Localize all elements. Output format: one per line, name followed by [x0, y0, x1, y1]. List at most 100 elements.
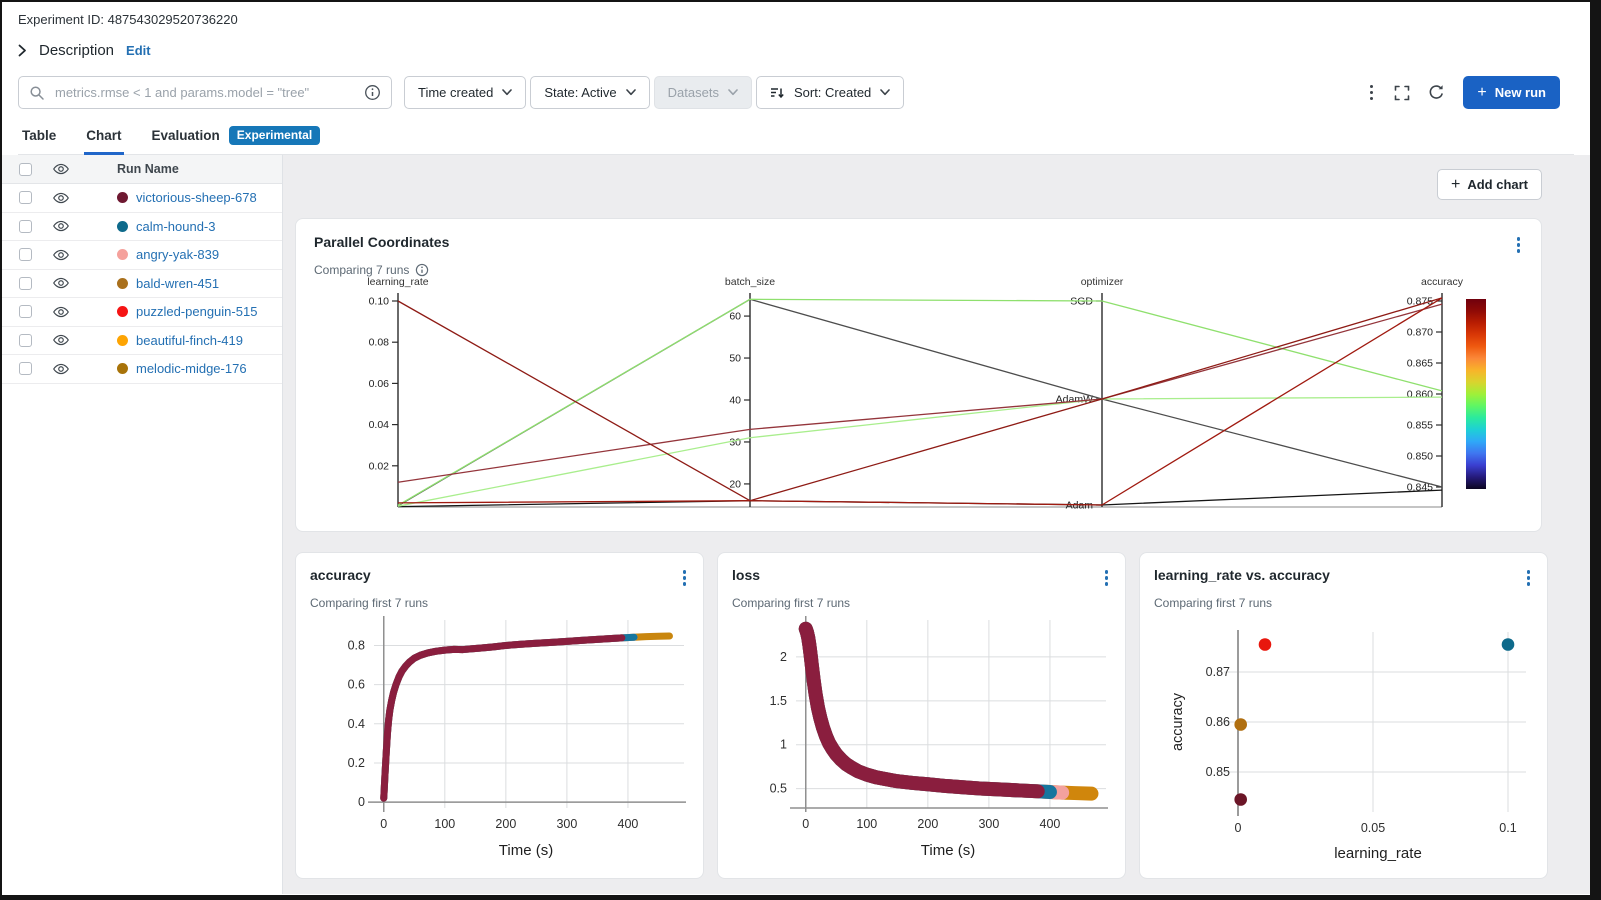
- scatter-card-menu-button[interactable]: [1524, 567, 1534, 589]
- svg-text:0.08: 0.08: [369, 336, 390, 348]
- parallel-card-subtitle: Comparing 7 runs: [314, 262, 410, 277]
- loss-card-menu-button[interactable]: [1102, 567, 1112, 589]
- svg-text:0.04: 0.04: [369, 419, 390, 431]
- description-row: Description Edit: [18, 42, 1574, 59]
- search-box[interactable]: [18, 76, 392, 109]
- filter-label: State: Active: [544, 85, 617, 100]
- small-charts-row: accuracy Comparing first 7 runs 0 100 200 3…: [295, 552, 1548, 879]
- visibility-toggle-icon[interactable]: [53, 163, 69, 175]
- run-name-link[interactable]: angry-yak-839: [136, 247, 220, 263]
- run-checkbox[interactable]: [19, 248, 32, 262]
- tab-bar: Table Chart Evaluation Experimental: [18, 122, 1574, 155]
- fullscreen-button[interactable]: [1394, 85, 1410, 101]
- run-row: angry-yak-839: [2, 241, 282, 270]
- tab-evaluation[interactable]: Evaluation Experimental: [150, 122, 323, 154]
- svg-text:0.850: 0.850: [1407, 450, 1433, 462]
- run-row: victorious-sheep-678: [2, 184, 282, 213]
- plus-icon: +: [1477, 83, 1487, 101]
- eye-icon[interactable]: [53, 249, 69, 261]
- filter-state-active[interactable]: State: Active: [530, 76, 650, 109]
- run-color-dot: [117, 306, 128, 318]
- eye-icon[interactable]: [53, 220, 69, 232]
- info-icon[interactable]: [364, 84, 381, 101]
- svg-text:accuracy: accuracy: [1421, 277, 1464, 288]
- chevron-right-icon[interactable]: [18, 44, 27, 57]
- plus-icon: +: [1450, 175, 1461, 193]
- add-chart-button[interactable]: + Add chart: [1436, 169, 1542, 200]
- filter-sort-created[interactable]: Sort: Created: [755, 76, 905, 109]
- filter-label: Datasets: [667, 85, 719, 100]
- info-icon[interactable]: [415, 263, 429, 277]
- run-row: bald-wren-451: [2, 270, 282, 298]
- refresh-icon: [1429, 85, 1444, 99]
- chevron-down-icon: [502, 89, 513, 96]
- svg-text:100: 100: [434, 817, 455, 831]
- svg-text:2: 2: [780, 649, 787, 663]
- svg-text:400: 400: [1040, 817, 1061, 831]
- filter-datasets[interactable]: Datasets: [653, 76, 752, 109]
- tab-chart[interactable]: Chart: [84, 122, 124, 155]
- svg-text:20: 20: [729, 478, 741, 490]
- svg-text:1: 1: [780, 737, 787, 751]
- run-checkbox[interactable]: [19, 219, 32, 233]
- run-name-link[interactable]: victorious-sheep-678: [136, 190, 257, 206]
- charts-area: + Add chart Parallel Coordinates Compari…: [283, 155, 1590, 894]
- run-name-link[interactable]: bald-wren-451: [136, 275, 220, 291]
- eye-icon[interactable]: [53, 192, 69, 204]
- svg-text:0.865: 0.865: [1407, 357, 1433, 369]
- search-input[interactable]: [53, 84, 356, 101]
- parallel-card-title: Parallel Coordinates: [314, 234, 450, 250]
- run-list-panel: Run Name victorious-sheep-678 calm-hound-…: [2, 155, 283, 894]
- select-all-checkbox[interactable]: [19, 162, 32, 176]
- run-name-link[interactable]: calm-hound-3: [136, 218, 216, 234]
- svg-text:0.870: 0.870: [1407, 326, 1433, 338]
- svg-text:0: 0: [1235, 821, 1242, 835]
- svg-text:0.1: 0.1: [1499, 821, 1516, 835]
- new-run-button[interactable]: + New run: [1463, 76, 1560, 109]
- chevron-down-icon: [880, 89, 891, 96]
- refresh-button[interactable]: [1428, 84, 1445, 101]
- filter-label: Time created: [418, 85, 494, 100]
- new-run-label: New run: [1494, 85, 1546, 100]
- svg-text:0.860: 0.860: [1407, 388, 1433, 400]
- svg-text:0.6: 0.6: [348, 677, 365, 691]
- run-name-link[interactable]: melodic-midge-176: [136, 361, 247, 377]
- run-checkbox[interactable]: [19, 191, 32, 205]
- kebab-icon: [1367, 82, 1377, 104]
- run-checkbox[interactable]: [19, 333, 32, 347]
- run-checkbox[interactable]: [19, 362, 32, 376]
- svg-text:300: 300: [556, 817, 577, 831]
- accuracy-card-menu-button[interactable]: [680, 567, 690, 589]
- svg-text:Adam: Adam: [1066, 499, 1094, 511]
- scatter-plot[interactable]: 0.85 0.86 0.87 0 0.05 0.1 accuracy learning_rat…: [1154, 610, 1533, 866]
- run-name-link[interactable]: puzzled-penguin-515: [136, 304, 258, 320]
- toolbar-right: + New run: [1367, 76, 1574, 109]
- chevron-down-icon: [728, 89, 738, 96]
- parallel-coordinates-plot[interactable]: learning_rate 0.02 0.04 0.06 0.08 0.10 batch_s…: [314, 276, 1525, 517]
- sort-icon: [770, 87, 784, 98]
- run-checkbox[interactable]: [19, 276, 32, 290]
- run-checkbox[interactable]: [19, 305, 32, 319]
- loss-card-title: loss: [732, 567, 761, 583]
- svg-text:0.855: 0.855: [1407, 419, 1433, 431]
- svg-text:0.02: 0.02: [369, 460, 390, 472]
- svg-text:0.86: 0.86: [1206, 715, 1230, 729]
- run-name-link[interactable]: beautiful-finch-419: [136, 332, 243, 348]
- eye-icon[interactable]: [53, 277, 69, 289]
- description-edit-link[interactable]: Edit: [126, 43, 151, 58]
- scatter-card-title: learning_rate vs. accuracy: [1154, 567, 1330, 583]
- svg-text:100: 100: [856, 817, 877, 831]
- loss-plot[interactable]: 0 100 200 300 400 0.5 1 1.5 2 Time (s): [732, 610, 1111, 866]
- tab-table[interactable]: Table: [20, 122, 58, 154]
- scatter-chart-card: learning_rate vs. accuracy Comparing fir…: [1139, 552, 1548, 879]
- description-label: Description: [39, 42, 115, 59]
- run-row: calm-hound-3: [2, 213, 282, 241]
- parallel-card-menu-button[interactable]: [1514, 234, 1524, 256]
- more-options-button[interactable]: [1367, 82, 1377, 104]
- accuracy-plot[interactable]: 0 100 200 300 400 0 0.2 0.4 0.6 0.8 Time (s): [310, 610, 689, 866]
- eye-icon[interactable]: [53, 334, 69, 346]
- scatter-card-subtitle: Comparing first 7 runs: [1154, 595, 1273, 610]
- eye-icon[interactable]: [53, 306, 69, 318]
- eye-icon[interactable]: [53, 363, 69, 375]
- filter-time-created[interactable]: Time created: [404, 76, 527, 109]
